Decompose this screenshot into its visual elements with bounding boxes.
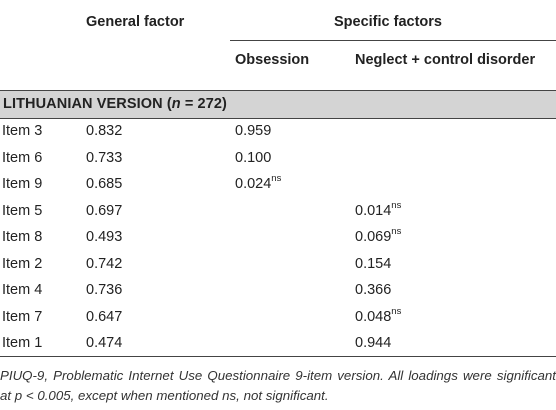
row-item-label-value: Item 2 [2,255,43,272]
section-label: LITHUANIAN VERSION (n = 272) [3,96,227,112]
row-neglect-loading-value: 0.154 [355,255,392,272]
row-general-loading-value: 0.493 [86,229,123,245]
row-general-loading-value: 0.697 [86,202,123,219]
ns-marker: ns [271,173,282,185]
header-general-factor: General factor [86,14,185,30]
row-obsession-loading: 0.959 [235,122,271,140]
row-obsession-loading-value: 0.959 [235,123,272,139]
row-neglect-loading-value: 0.014 [355,202,392,219]
row-item-label-value: Item 6 [2,149,43,166]
row-general-loading: 0.736 [86,281,122,299]
header-neglect-control: Neglect + control disorder [355,52,536,68]
row-neglect-loading: 0.069ns [355,226,402,246]
section-label-suffix: = 272) [180,96,227,112]
header-specific-factors: Specific factors [334,14,442,30]
section-bottom-rule [0,118,556,119]
row-item-label: Item 3 [2,122,42,140]
row-item-label-value: Item 3 [2,123,43,139]
row-item-label-value: Item 7 [2,308,43,325]
row-item-label: Item 8 [2,228,42,246]
table-footnote: PIUQ-9, Problematic Internet Use Questio… [0,368,556,403]
row-general-loading-value: 0.647 [86,308,123,325]
row-general-loading-value: 0.474 [86,335,123,351]
header-obsession: Obsession [235,52,310,68]
row-general-loading: 0.832 [86,122,122,140]
row-item-label: Item 9 [2,175,42,193]
row-neglect-loading-value: 0.048 [355,308,392,325]
row-obsession-loading: 0.100 [235,149,271,167]
row-item-label: Item 4 [2,281,42,299]
row-item-label-value: Item 8 [2,229,43,245]
header-bottom-rule [0,90,556,91]
row-item-label: Item 5 [2,202,42,220]
ns-marker: ns [391,305,402,317]
section-label-prefix: LITHUANIAN VERSION ( [3,96,172,112]
row-item-label-value: Item 4 [2,282,43,298]
row-item-label: Item 1 [2,334,42,352]
row-item-label-value: Item 1 [2,335,43,351]
row-neglect-loading-value: 0.366 [355,282,392,298]
row-general-loading: 0.493 [86,228,122,246]
specific-factors-underline [230,40,556,41]
row-neglect-loading: 0.154 [355,255,391,273]
section-label-n: n [171,96,181,112]
row-item-label-value: Item 9 [2,176,43,192]
row-item-label: Item 7 [2,308,42,326]
row-general-loading: 0.733 [86,149,122,167]
ns-marker: ns [391,199,402,211]
row-item-label-value: Item 5 [2,202,43,219]
row-general-loading: 0.685 [86,175,122,193]
row-general-loading-value: 0.736 [86,282,123,298]
row-obsession-loading: 0.024ns [235,173,282,193]
ns-marker: ns [391,226,402,238]
row-general-loading-value: 0.733 [86,149,123,166]
row-neglect-loading: 0.014ns [355,199,402,220]
row-neglect-loading-value: 0.944 [355,335,392,351]
row-neglect-loading: 0.048ns [355,305,402,326]
row-general-loading-value: 0.685 [86,176,123,192]
row-item-label: Item 6 [2,149,42,167]
row-general-loading: 0.647 [86,308,122,326]
row-general-loading-value: 0.832 [86,123,123,139]
row-general-loading: 0.742 [86,255,122,273]
row-item-label: Item 2 [2,255,42,273]
row-general-loading: 0.474 [86,334,122,352]
row-general-loading-value: 0.742 [86,255,123,272]
row-neglect-loading: 0.366 [355,281,391,299]
row-obsession-loading-value: 0.024 [235,176,272,192]
section-band [0,91,556,118]
row-general-loading: 0.697 [86,202,122,220]
row-neglect-loading-value: 0.069 [355,229,392,245]
table-bottom-rule [0,356,556,357]
row-neglect-loading: 0.944 [355,334,391,352]
row-obsession-loading-value: 0.100 [235,149,272,166]
